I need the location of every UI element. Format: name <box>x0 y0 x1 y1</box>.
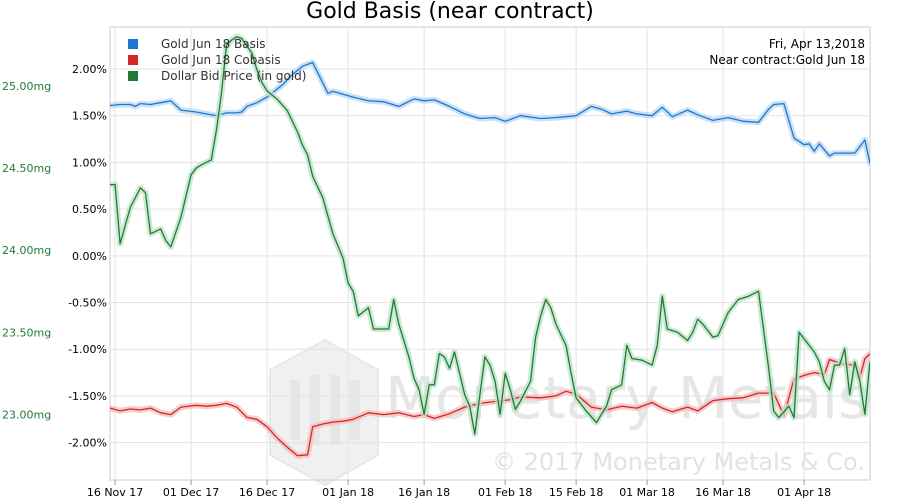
y-left-tick-label: 24.00mg <box>2 244 51 257</box>
x-tick-label: 15 Feb 18 <box>549 486 603 499</box>
y-right-tick-label: 1.50% <box>72 110 107 123</box>
watermark-logo-bar <box>350 380 360 440</box>
watermark-logo-bar <box>290 380 300 440</box>
y-left-tick-label: 25.00mg <box>2 80 51 93</box>
axes: 2.00% 1.50% 1.00% 0.50% 0.00% -0.50% -1.00% -1.… <box>2 63 831 499</box>
y-right-tick-label: 0.50% <box>72 203 107 216</box>
y-right-tick-label: -1.50% <box>68 390 107 403</box>
legend-swatch-dollar <box>128 71 138 81</box>
legend-swatch-cobasis <box>128 55 138 65</box>
x-tick-label: 16 Nov 17 <box>87 486 143 499</box>
y-right-tick-label: -0.50% <box>68 297 107 310</box>
series-layer <box>110 33 870 459</box>
legend-label-dollar: Dollar Bid Price (in gold) <box>161 69 306 83</box>
x-tick-label: 01 Apr 18 <box>777 486 831 499</box>
y-right-tick-label: -2.00% <box>68 437 107 450</box>
x-tick-label: 01 Dec 17 <box>163 486 219 499</box>
series-line-dollar <box>110 36 870 435</box>
legend-swatch-basis <box>128 39 138 49</box>
y-left-tick-label: 23.00mg <box>2 408 51 421</box>
legend-label-cobasis: Gold Jun 18 Cobasis <box>161 53 281 67</box>
watermark-logo-bar <box>310 375 320 445</box>
series-dollar <box>110 33 870 437</box>
plot-area <box>109 26 871 481</box>
chart-title: Gold Basis (near contract) <box>306 0 594 24</box>
y-right-tick-label: 0.00% <box>72 250 107 263</box>
legend: Gold Jun 18 Basis Gold Jun 18 Cobasis Do… <box>128 37 306 83</box>
x-tick-label: 01 Mar 18 <box>619 486 675 499</box>
watermark-copyright: © 2017 Monetary Metals & Co. <box>492 448 865 476</box>
y-right-tick-label: 2.00% <box>72 63 107 76</box>
x-tick-label: 01 Jan 18 <box>322 486 374 499</box>
x-tick-label: 16 Dec 17 <box>239 486 295 499</box>
watermark-logo-icon <box>269 338 379 487</box>
y-left-tick-label: 24.50mg <box>2 162 51 175</box>
y-left-tick-label: 23.50mg <box>2 326 51 339</box>
info-contract: Near contract:Gold Jun 18 <box>709 53 865 67</box>
x-tick-label: 16 Jan 18 <box>398 486 450 499</box>
x-tick-label: 16 Mar 18 <box>695 486 751 499</box>
y-right-tick-label: 1.00% <box>72 156 107 169</box>
watermark-logo-bar <box>330 375 340 445</box>
x-tick-label: 01 Feb 18 <box>478 486 532 499</box>
legend-label-basis: Gold Jun 18 Basis <box>161 37 265 51</box>
info-date: Fri, Apr 13,2018 <box>769 37 865 51</box>
y-right-tick-label: -1.00% <box>68 343 107 356</box>
